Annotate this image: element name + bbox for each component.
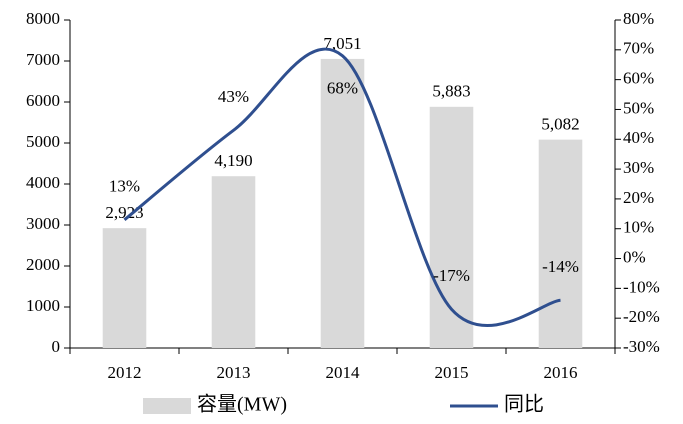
legend-label: 同比 <box>504 393 544 416</box>
x-tick-label: 2015 <box>435 363 469 382</box>
y-tick-label: 0 <box>52 337 61 356</box>
x-tick-label: 2012 <box>108 363 142 382</box>
y2-tick-label: 60% <box>623 69 654 88</box>
bar <box>429 106 474 348</box>
x-tick-label: 2014 <box>326 363 361 382</box>
line-value-label: 13% <box>109 177 140 196</box>
y2-tick-label: 50% <box>623 98 654 117</box>
x-tick-label: 2016 <box>544 363 578 382</box>
bar <box>211 176 256 348</box>
y2-tick-label: 10% <box>623 218 654 237</box>
y2-tick-label: 0% <box>623 247 646 266</box>
y-tick-label: 6000 <box>26 91 60 110</box>
line <box>123 47 561 328</box>
y-tick-label: 3000 <box>26 214 60 233</box>
y-tick-label: 8000 <box>26 9 60 28</box>
line-value-label: 43% <box>218 87 249 106</box>
bar <box>320 58 365 349</box>
legend-label: 容量(MW) <box>197 393 287 416</box>
x-tick-label: 2013 <box>217 363 251 382</box>
bar <box>102 228 147 348</box>
line-value-label: -14% <box>542 257 579 276</box>
y-tick-label: 2000 <box>26 255 60 274</box>
y2-tick-label: -20% <box>623 307 660 326</box>
bar-value-label: 5,883 <box>432 82 470 101</box>
y-tick-label: 5000 <box>26 132 60 151</box>
legend-swatch <box>143 398 191 414</box>
y2-tick-label: 40% <box>623 128 654 147</box>
bar-value-label: 7,051 <box>323 34 361 53</box>
y2-tick-label: 80% <box>623 9 654 28</box>
y-tick-label: 1000 <box>26 296 60 315</box>
y-tick-label: 7000 <box>26 50 60 69</box>
y2-tick-label: 20% <box>623 188 654 207</box>
bar-value-label: 4,190 <box>214 151 252 170</box>
y2-tick-label: 70% <box>623 39 654 58</box>
bar <box>538 139 583 348</box>
y2-tick-label: 30% <box>623 158 654 177</box>
y2-tick-label: -30% <box>623 337 660 356</box>
bar-value-label: 2,923 <box>105 203 143 222</box>
y2-tick-label: -10% <box>623 277 660 296</box>
line-value-label: 68% <box>327 79 358 98</box>
bar-value-label: 5,082 <box>541 115 579 134</box>
y-tick-label: 4000 <box>26 173 60 192</box>
line-value-label: -17% <box>433 266 470 285</box>
